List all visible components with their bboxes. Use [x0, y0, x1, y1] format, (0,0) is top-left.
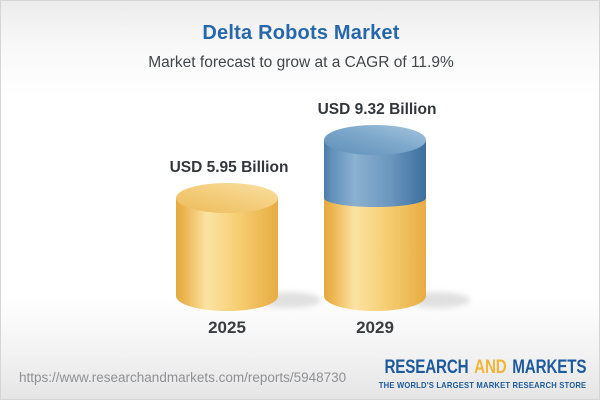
cylinder-2029 — [324, 125, 426, 311]
cylinder-2029-base-segment — [324, 198, 426, 311]
cylinder-2029-growth-segment — [324, 140, 426, 207]
cylinder-2025-top — [176, 183, 278, 213]
logo-wordmark: RESEARCH AND MARKETS — [384, 357, 586, 379]
category-label-2029: 2029 — [356, 318, 394, 337]
logo-word-research: RESEARCH — [384, 357, 469, 378]
category-label-2025: 2025 — [208, 318, 246, 337]
cylinder-2029-top — [324, 125, 426, 155]
report-url: https://www.researchandmarkets.com/repor… — [19, 370, 347, 385]
logo-tagline: THE WORLD'S LARGEST MARKET RESEARCH STOR… — [378, 380, 586, 390]
cylinder-2025-body — [176, 198, 278, 311]
value-label-2029: USD 9.32 Billion — [317, 101, 437, 118]
logo-word-and: AND — [473, 357, 507, 378]
cylinder-2025 — [176, 183, 278, 311]
page-title: Delta Robots Market — [202, 22, 400, 44]
page-subtitle: Market forecast to grow at a CAGR of 11.… — [148, 54, 454, 71]
research-and-markets-logo: RESEARCH AND MARKETS THE WORLD'S LARGEST… — [334, 357, 586, 390]
value-label-2025: USD 5.95 Billion — [169, 159, 289, 176]
logo-word-markets: MARKETS — [511, 357, 586, 378]
